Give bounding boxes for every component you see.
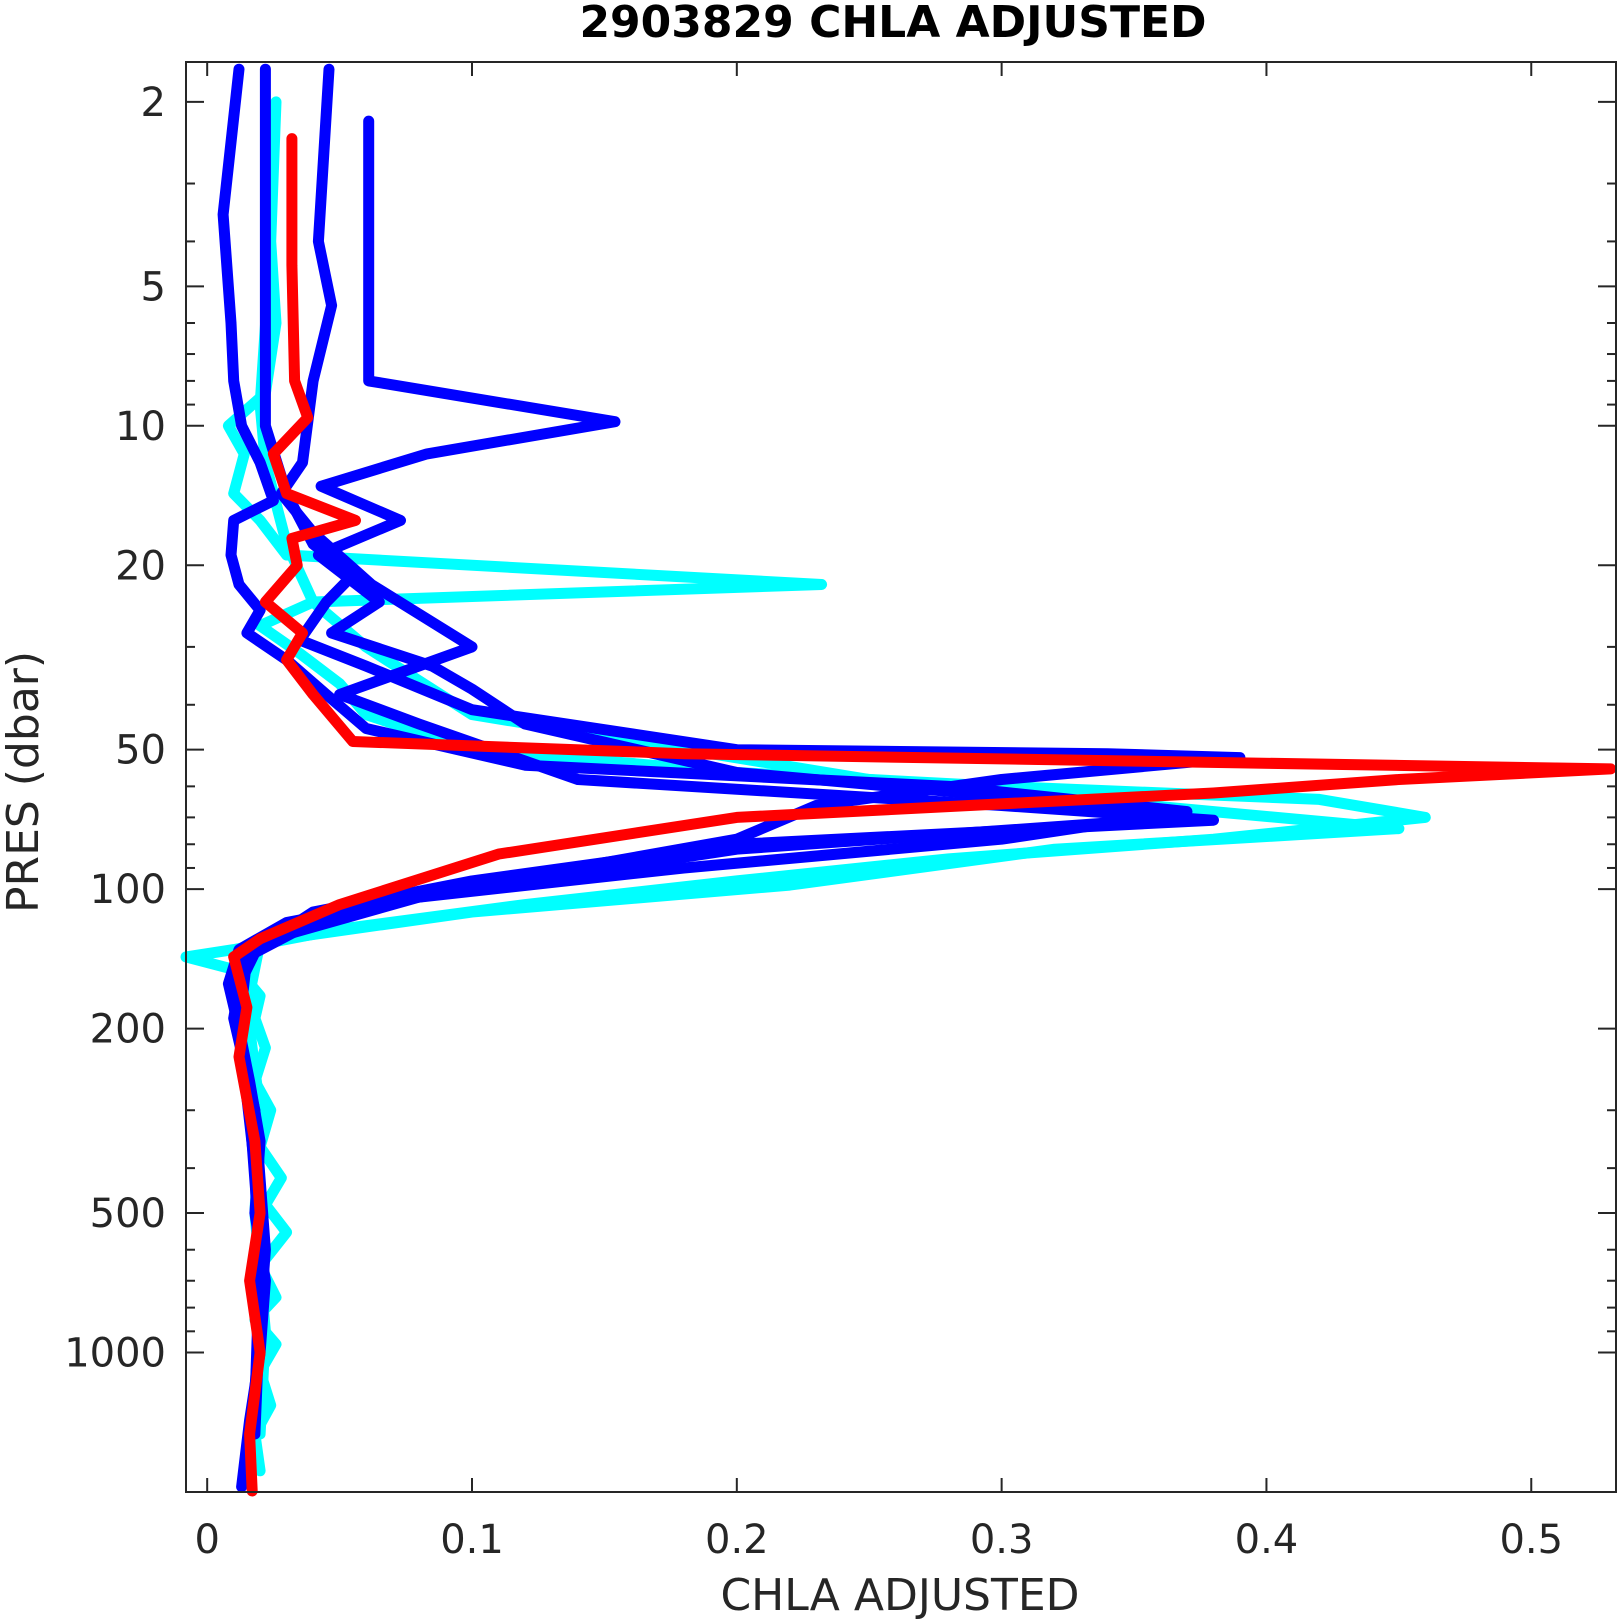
- y-tick-label: 200: [90, 1007, 166, 1053]
- plot-frame: [185, 61, 1617, 1493]
- y-tick-label: 5: [141, 264, 166, 310]
- y-tick-label: 500: [90, 1191, 166, 1237]
- x-tick-label: 0.4: [1235, 1517, 1299, 1563]
- y-axis-title: PRES (dbar): [0, 651, 49, 913]
- ticks-layer: 0 0.1 0.2 0.3 0.4 0.5 2 5 10 20 50 100 200 500 1000: [64, 62, 1616, 1563]
- y-tick-label: 50: [115, 728, 166, 774]
- x-tick-label: 0: [194, 1517, 219, 1563]
- series-line-6: [228, 115, 1193, 1411]
- x-tick-label: 0.1: [440, 1517, 504, 1563]
- y-tick-label: 2: [141, 80, 166, 126]
- y-tick-label: 100: [90, 867, 166, 913]
- x-tick-label: 0.2: [705, 1517, 769, 1563]
- series-line-7: [228, 133, 1617, 1497]
- x-axis-title: CHLA ADJUSTED: [720, 1570, 1079, 1621]
- y-tick-label: 10: [115, 404, 166, 450]
- series-layer: [180, 63, 1617, 1497]
- x-tick-label: 0.3: [970, 1517, 1034, 1563]
- y-tick-label: 1000: [64, 1331, 166, 1377]
- chart-title: 2903829 CHLA ADJUSTED: [579, 0, 1206, 48]
- x-tick-label: 0.5: [1499, 1517, 1563, 1563]
- y-tick-label: 20: [115, 543, 166, 589]
